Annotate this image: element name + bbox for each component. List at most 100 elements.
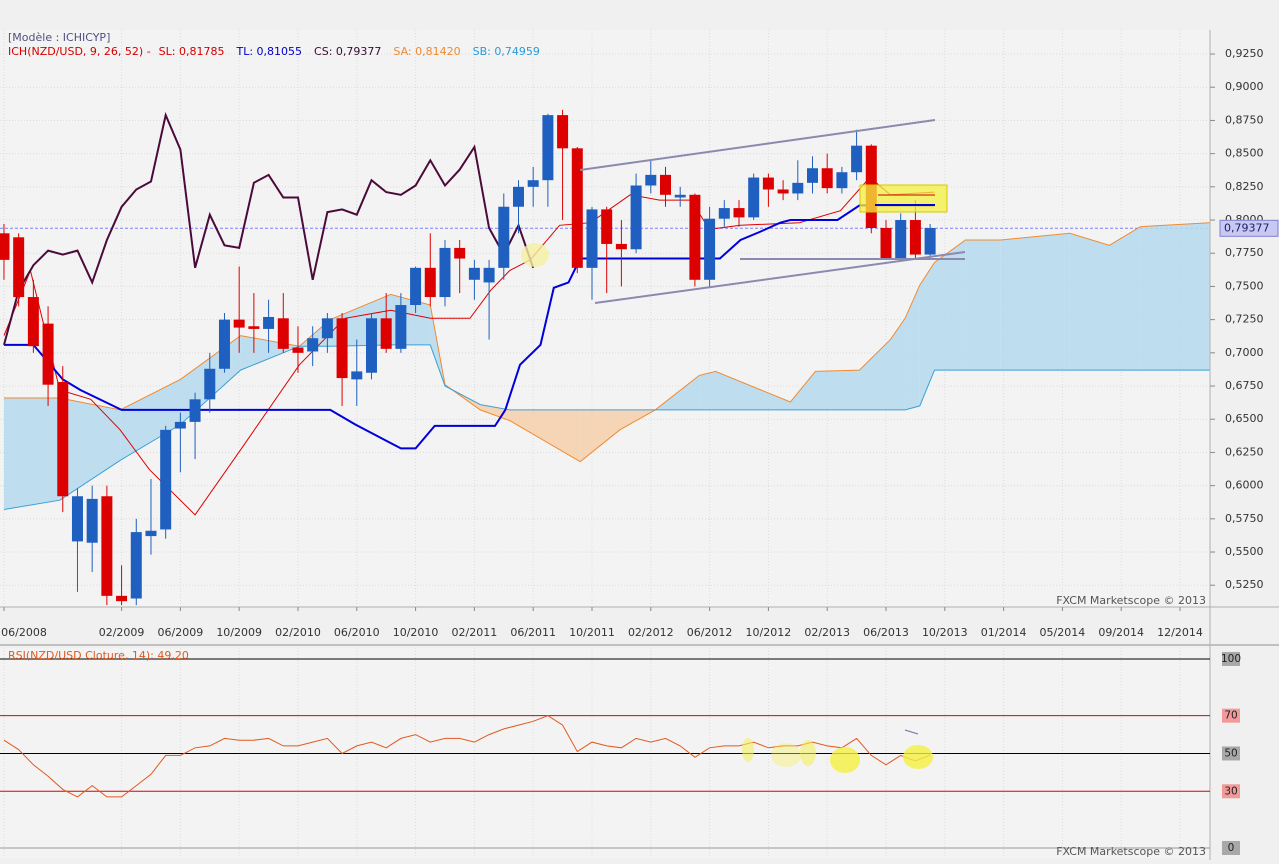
candle-body bbox=[351, 371, 363, 380]
cloud-fill bbox=[934, 239, 966, 371]
y-tick-label: 100 bbox=[1221, 653, 1241, 665]
candle-body bbox=[571, 148, 583, 268]
candle-body bbox=[542, 115, 554, 181]
candle-body bbox=[27, 297, 39, 347]
readout: SB: 0,74959 bbox=[473, 45, 540, 58]
candle-body bbox=[527, 180, 539, 187]
candle-body bbox=[248, 326, 260, 329]
candle-body bbox=[204, 368, 216, 400]
cloud-fill bbox=[3, 397, 60, 510]
candle-body bbox=[160, 429, 172, 530]
y-tick-box bbox=[1222, 746, 1240, 761]
x-tick-label: 01/2014 bbox=[981, 626, 1027, 639]
candle-body bbox=[307, 338, 319, 352]
annotation-layer bbox=[521, 119, 966, 773]
candle-body bbox=[909, 220, 921, 255]
candle-body bbox=[0, 233, 10, 260]
y-tick-box bbox=[1222, 651, 1240, 666]
x-tick-label: 10/2010 bbox=[393, 626, 439, 639]
y-tick-label: 0,5500 bbox=[1225, 545, 1264, 558]
x-tick-label: 06/2012 bbox=[687, 626, 733, 639]
candle-body bbox=[630, 185, 642, 250]
y-tick-label: 0,9250 bbox=[1225, 47, 1264, 60]
cloud-fill bbox=[1000, 233, 1070, 371]
candle-body bbox=[336, 318, 348, 379]
y-tick-label: 0,5250 bbox=[1225, 578, 1264, 591]
candle-body bbox=[410, 267, 422, 306]
rsi-line bbox=[3, 715, 931, 798]
y-tick-label: 0,5750 bbox=[1225, 512, 1264, 525]
candle-body bbox=[71, 496, 83, 542]
highlight-box bbox=[859, 184, 948, 213]
indicator-line bbox=[3, 111, 535, 346]
x-tick-label: 12/2014 bbox=[1157, 626, 1203, 639]
cloud-fill bbox=[1069, 233, 1110, 371]
candle-body bbox=[292, 347, 304, 353]
candle-body bbox=[233, 319, 245, 328]
indicator-line bbox=[3, 176, 935, 516]
highlight-ellipse bbox=[800, 740, 816, 766]
candle-body bbox=[365, 318, 377, 373]
x-tick-label: 10/2011 bbox=[569, 626, 615, 639]
candle-body bbox=[586, 209, 598, 268]
readout: SL: 0,81785 bbox=[159, 45, 225, 58]
y-tick-label: 0,6000 bbox=[1225, 479, 1264, 492]
cloud-layer bbox=[3, 222, 1210, 510]
candle-body bbox=[733, 208, 745, 218]
template-title: [Modèle : ICHICYP] bbox=[8, 31, 110, 44]
watermark: FXCM Marketscope © 2013 bbox=[1056, 845, 1206, 858]
candle-body bbox=[116, 595, 128, 602]
cloud-line bbox=[4, 222, 1210, 463]
cloud-fill bbox=[905, 285, 920, 410]
y-tick-label: 0,9000 bbox=[1225, 80, 1264, 93]
trend-line bbox=[579, 119, 936, 171]
candle-body bbox=[395, 305, 407, 349]
x-tick-label: 10/2012 bbox=[746, 626, 792, 639]
candle-body bbox=[130, 532, 142, 599]
candle-body bbox=[42, 323, 54, 385]
candle-body bbox=[321, 318, 333, 339]
cloud-fill bbox=[790, 371, 816, 410]
cloud-fill bbox=[580, 409, 620, 462]
candle-body bbox=[777, 189, 789, 194]
y-tick-label: 0,7750 bbox=[1225, 246, 1264, 259]
cloud-line bbox=[3, 344, 1210, 510]
cloud-fill bbox=[890, 318, 906, 410]
candle-body bbox=[880, 227, 892, 259]
candle-body bbox=[277, 318, 289, 349]
y-tick-label: 0,8250 bbox=[1225, 180, 1264, 193]
cloud-fill bbox=[699, 371, 716, 410]
y-tick-label: 0 bbox=[1228, 842, 1235, 854]
cloud-fill bbox=[59, 397, 121, 501]
highlight-ellipse bbox=[521, 243, 549, 267]
x-tick-label: 06/2013 bbox=[863, 626, 909, 639]
readout: CS: 0,79377 bbox=[314, 45, 381, 58]
candle-body bbox=[674, 194, 686, 198]
highlight-ellipse bbox=[903, 745, 933, 769]
candle-body bbox=[557, 115, 569, 149]
y-tick-label: 0,8500 bbox=[1225, 147, 1264, 160]
cloud-fill bbox=[919, 262, 935, 406]
candle-body bbox=[189, 399, 201, 422]
y-tick-label: 30 bbox=[1224, 785, 1237, 797]
y-tick-label: 0,7000 bbox=[1225, 346, 1264, 359]
x-tick-label: 02/2009 bbox=[99, 626, 145, 639]
candle-body bbox=[748, 177, 760, 218]
watermark: FXCM Marketscope © 2013 bbox=[1056, 594, 1206, 607]
candle-body bbox=[424, 267, 436, 298]
x-tick-label: 10/2013 bbox=[922, 626, 968, 639]
y-tick-label: 0,6500 bbox=[1225, 412, 1264, 425]
candle-body bbox=[821, 168, 833, 189]
cloud-fill bbox=[859, 339, 891, 410]
x-tick-label: 06/2008 bbox=[1, 626, 47, 639]
y-tick-label: 70 bbox=[1224, 710, 1237, 722]
candle-body bbox=[851, 145, 863, 173]
y-tick-box bbox=[1222, 840, 1240, 855]
y-tick-label: 0,6750 bbox=[1225, 379, 1264, 392]
trend-line bbox=[594, 251, 966, 304]
candle-body bbox=[86, 498, 98, 543]
highlight-ellipse bbox=[830, 747, 860, 773]
candle-body bbox=[498, 206, 510, 268]
